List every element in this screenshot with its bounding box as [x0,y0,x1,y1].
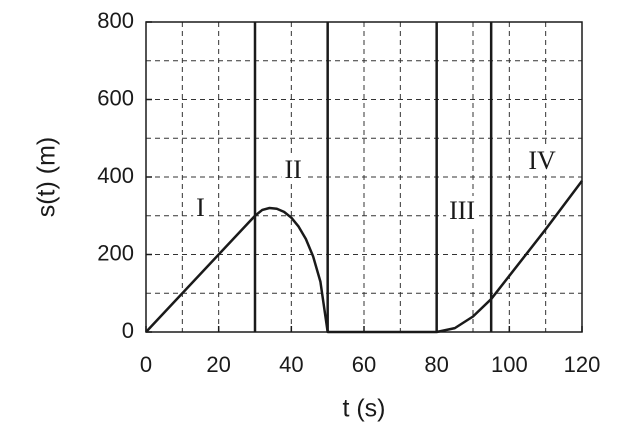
x-tick-label: 120 [564,352,601,377]
y-tick-label: 200 [97,240,134,265]
x-tick-label: 40 [279,352,303,377]
y-tick-label: 800 [97,8,134,33]
x-axis-label: t (s) [342,395,385,423]
region-label: I [196,193,205,222]
y-axis-label: s(t) (m) [33,137,61,218]
y-tick-label: 600 [97,85,134,110]
region-label: II [284,155,301,184]
x-tick-label: 20 [206,352,230,377]
x-tick-label: 0 [140,352,152,377]
y-tick-label: 0 [122,318,134,343]
label-background [281,154,305,184]
x-tick-label: 100 [491,352,528,377]
region-label: IV [528,146,556,175]
region-label: III [449,196,475,225]
label-background [446,196,479,226]
y-tick-label: 400 [97,163,134,188]
data-line [145,180,583,334]
x-tick-label: 80 [424,352,448,377]
x-tick-label: 60 [352,352,376,377]
label-background [525,146,559,176]
label-background [193,192,208,222]
